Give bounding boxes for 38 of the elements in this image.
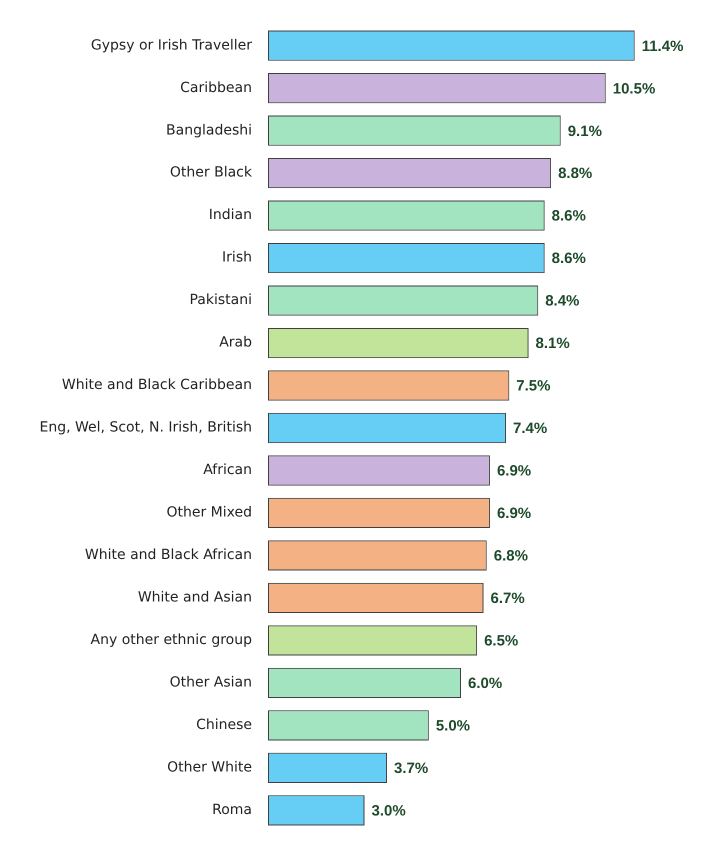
data-label: 6.7%	[490, 590, 525, 608]
data-label: 6.9%	[496, 505, 532, 522]
y-tick-label: Other Mixed	[166, 504, 252, 521]
data-label: 6.5%	[484, 632, 518, 650]
y-tick-label: Arab	[219, 334, 252, 351]
y-tick-label: White and Black Caribbean	[62, 377, 252, 394]
y-tick-label: Any other ethnic group	[90, 632, 252, 648]
data-label: 8.6%	[552, 208, 586, 225]
data-label: 11.4%	[642, 38, 684, 55]
y-tick-label: Caribbean	[180, 80, 252, 96]
data-label: 7.5%	[516, 378, 550, 395]
y-tick-label: Roma	[212, 802, 252, 818]
y-tick-label: Gypsy or Irish Traveller	[90, 37, 252, 54]
y-tick-label: African	[203, 462, 252, 478]
data-label: 8.6%	[552, 250, 586, 268]
data-label: 10.5%	[612, 80, 656, 98]
y-tick-label: White and Black African	[84, 547, 252, 564]
y-tick-label: Other White	[167, 760, 252, 776]
data-label: 6.9%	[496, 462, 532, 480]
data-label: 6.8%	[494, 548, 528, 565]
data-label: 6.0%	[468, 675, 502, 692]
data-label: 3.0%	[372, 802, 406, 820]
y-tick-label: Eng, Wel, Scot, N. Irish, British	[40, 420, 252, 436]
y-tick-label: Other Asian	[170, 674, 252, 691]
data-label: 5.0%	[436, 718, 470, 735]
y-tick-label: Chinese	[196, 717, 252, 734]
data-label: 3.7%	[394, 760, 428, 778]
y-tick-label: Other Black	[170, 164, 253, 181]
y-tick-label: Irish	[222, 250, 252, 266]
y-tick-label: White and Asian	[138, 590, 252, 606]
data-label: 7.4%	[513, 420, 548, 438]
data-label: 8.4%	[545, 292, 580, 310]
data-label: 9.1%	[568, 122, 602, 140]
data-label: 8.1%	[536, 335, 570, 352]
y-tick-label: Bangladeshi	[166, 122, 252, 138]
y-tick-label: Pakistani	[189, 292, 252, 308]
data-label: 8.8%	[558, 165, 592, 182]
y-tick-label: Indian	[208, 207, 252, 224]
